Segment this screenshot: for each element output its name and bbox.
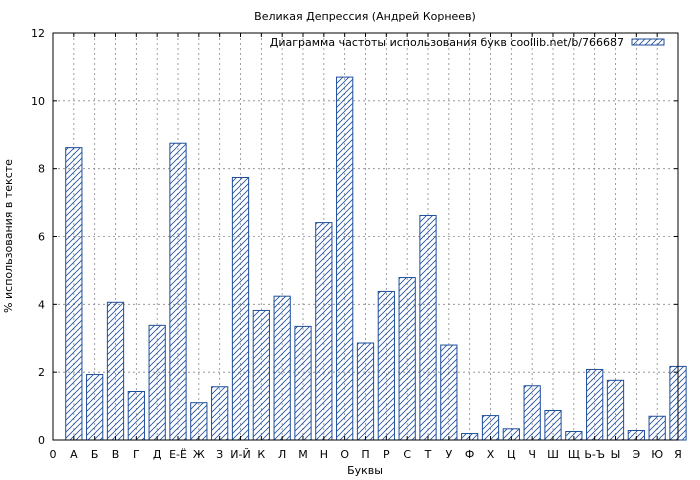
bar: [252, 309, 270, 441]
x-tick-label: А: [70, 448, 78, 461]
x-tick-label: З: [216, 448, 223, 461]
x-tick-label: М: [298, 448, 308, 461]
x-tick-label: С: [403, 448, 411, 461]
x-tick-label: У: [445, 448, 452, 461]
chart-title: Великая Депрессия (Андрей Корнеев): [254, 10, 476, 23]
x-tick-label: Е-Ё: [169, 448, 187, 461]
bar: [127, 390, 145, 441]
x-tick-label: И-Й: [230, 448, 250, 461]
y-tick-label: 12: [31, 27, 45, 40]
bar: [273, 295, 291, 441]
bar: [419, 214, 437, 441]
x-tick-label: Х: [487, 448, 495, 461]
x-axis-ticks: 0 А Б В Г Д Е-Ё Ж З И-Й К Л М Н О П Р С Т У Ф Х Ц Ч Ш Щ Ь-Ъ Ы Э Ю Я: [50, 33, 682, 461]
bar: [294, 325, 312, 441]
bar: [377, 290, 395, 441]
x-tick-label: Д: [153, 448, 162, 461]
bar: [356, 342, 375, 441]
bar: [315, 222, 333, 441]
bar: [440, 344, 458, 441]
x-tick-label: Ш: [547, 448, 559, 461]
x-tick-label: О: [340, 448, 349, 461]
bar: [190, 402, 208, 441]
x-tick-label: Э: [632, 448, 640, 461]
x-tick-label: Ж: [193, 448, 205, 461]
y-tick-label: 4: [38, 298, 45, 311]
x-tick-label: Я: [674, 448, 682, 461]
y-tick-label: 2: [38, 366, 45, 379]
x-tick-label: Ч: [528, 448, 536, 461]
legend-swatch: [631, 38, 665, 46]
bar: [148, 324, 166, 441]
x-tick-label: Ы: [611, 448, 621, 461]
grid-lines: [53, 33, 678, 440]
bars: [65, 76, 687, 441]
x-tick-label: П: [361, 448, 369, 461]
x-tick-label: К: [257, 448, 265, 461]
y-tick-label: 0: [38, 434, 45, 447]
bar: [211, 386, 229, 441]
x-tick-label: Ь-Ъ: [584, 448, 605, 461]
y-tick-label: 6: [38, 231, 45, 244]
x-tick-label: 0: [50, 448, 57, 461]
x-tick-label: Г: [133, 448, 140, 461]
bar: [169, 142, 187, 441]
x-tick-label: Щ: [568, 448, 580, 461]
x-tick-label: Р: [383, 448, 390, 461]
x-tick-label: Б: [91, 448, 99, 461]
bar: [586, 368, 604, 441]
bar: [231, 176, 250, 441]
y-tick-label: 10: [31, 95, 45, 108]
x-tick-label: Т: [424, 448, 432, 461]
bar: [523, 385, 541, 441]
legend: Диаграмма частоты использования букв coo…: [270, 36, 665, 49]
bar: [65, 147, 83, 441]
x-tick-label: Ц: [507, 448, 516, 461]
x-tick-label: Л: [278, 448, 286, 461]
y-axis-label: % использования в тексте: [2, 159, 15, 313]
y-tick-label: 8: [38, 163, 45, 176]
x-tick-label: В: [112, 448, 120, 461]
bar: [336, 76, 354, 441]
bar: [606, 379, 625, 441]
bar: [106, 301, 125, 441]
bar: [86, 374, 104, 441]
y-axis-ticks: 0 2 4 6 8 10 12: [31, 27, 678, 447]
bar: [398, 277, 416, 441]
x-tick-label: Ю: [651, 448, 663, 461]
x-tick-label: Н: [320, 448, 328, 461]
x-axis-label: Буквы: [347, 464, 383, 477]
bar: [544, 409, 562, 441]
legend-entry-label: Диаграмма частоты использования букв coo…: [270, 36, 624, 49]
x-tick-label: Ф: [465, 448, 474, 461]
